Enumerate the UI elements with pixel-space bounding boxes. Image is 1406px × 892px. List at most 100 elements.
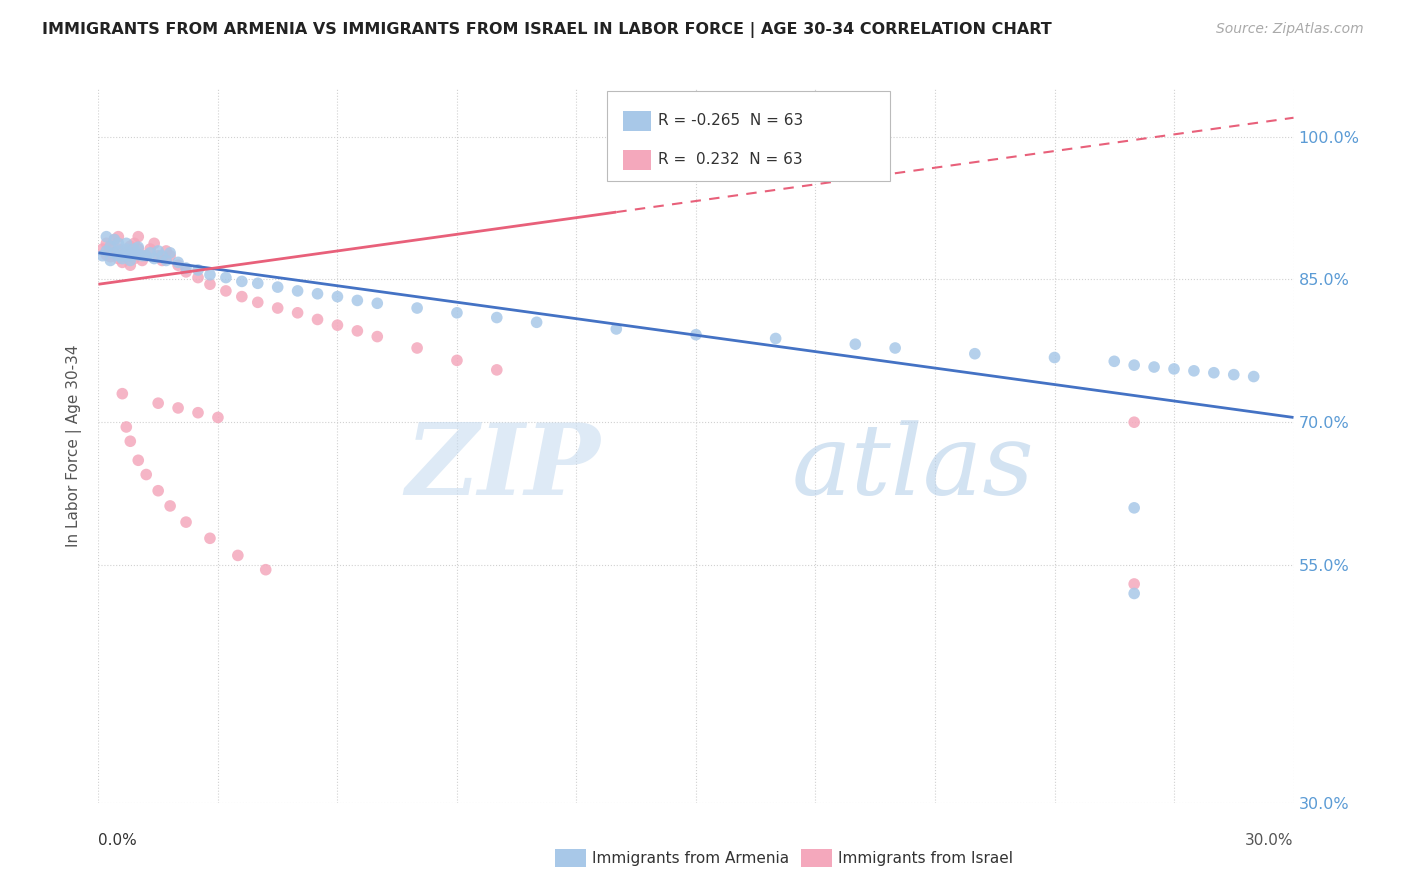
Point <box>198 531 221 545</box>
Point <box>120 253 142 268</box>
Point <box>167 255 190 269</box>
Point <box>107 229 129 244</box>
Point <box>246 295 269 310</box>
Point <box>120 245 142 260</box>
Point <box>287 306 309 320</box>
Point <box>96 229 118 244</box>
Point <box>143 236 166 251</box>
Point <box>124 242 146 256</box>
Point <box>127 242 149 256</box>
Y-axis label: In Labor Force | Age 30-34: In Labor Force | Age 30-34 <box>66 344 83 548</box>
Point <box>1243 369 1265 384</box>
Text: 0.0%: 0.0% <box>98 833 138 848</box>
Point <box>215 270 238 285</box>
Point <box>1123 500 1146 515</box>
Point <box>287 284 309 298</box>
Point <box>96 236 118 251</box>
Text: IMMIGRANTS FROM ARMENIA VS IMMIGRANTS FROM ISRAEL IN LABOR FORCE | AGE 30-34 COR: IMMIGRANTS FROM ARMENIA VS IMMIGRANTS FR… <box>42 22 1052 38</box>
Point <box>246 277 269 291</box>
Point <box>111 249 134 263</box>
Point <box>207 410 229 425</box>
Point <box>103 233 125 247</box>
Point <box>139 245 162 260</box>
Text: Immigrants from Israel: Immigrants from Israel <box>838 851 1012 865</box>
Point <box>124 252 146 266</box>
Point <box>187 406 209 420</box>
Point <box>103 245 125 260</box>
Point <box>1223 368 1246 382</box>
Point <box>139 242 162 256</box>
Point <box>159 499 181 513</box>
Point <box>366 329 388 343</box>
Point <box>267 301 290 315</box>
Point <box>174 265 197 279</box>
Point <box>231 274 253 288</box>
Point <box>120 239 142 253</box>
Point <box>346 324 368 338</box>
Point <box>159 245 181 260</box>
Point <box>96 248 118 262</box>
Point <box>198 277 221 292</box>
Point <box>127 229 149 244</box>
Point <box>231 290 253 304</box>
Point <box>167 258 190 272</box>
Point <box>485 363 508 377</box>
Point <box>326 318 349 333</box>
Point <box>115 236 138 251</box>
Text: Source: ZipAtlas.com: Source: ZipAtlas.com <box>1216 22 1364 37</box>
Point <box>148 483 170 498</box>
Point <box>91 249 114 263</box>
Point <box>1123 358 1146 372</box>
Point <box>1123 577 1146 591</box>
Point <box>124 245 146 260</box>
Point <box>127 248 149 262</box>
Point <box>307 312 329 326</box>
Point <box>103 233 125 247</box>
Point <box>127 240 149 254</box>
Point <box>107 244 129 258</box>
Point <box>406 341 429 355</box>
Point <box>107 242 129 256</box>
Point <box>98 239 122 253</box>
Text: 30.0%: 30.0% <box>1246 833 1294 848</box>
Point <box>120 434 142 449</box>
Point <box>1043 351 1066 365</box>
Point <box>1143 359 1166 374</box>
Point <box>605 322 627 336</box>
Point <box>267 280 290 294</box>
Point <box>107 236 129 251</box>
Point <box>446 353 468 368</box>
Point <box>155 244 177 258</box>
Point <box>103 245 125 260</box>
Point <box>107 249 129 263</box>
Point <box>1123 415 1146 429</box>
Point <box>307 286 329 301</box>
Point <box>143 252 166 266</box>
Point <box>115 250 138 264</box>
Point <box>115 242 138 256</box>
Point <box>148 249 170 263</box>
Point <box>1104 354 1126 368</box>
Point <box>1123 586 1146 600</box>
Point <box>765 331 787 345</box>
Point <box>96 244 118 258</box>
Text: R =  0.232  N = 63: R = 0.232 N = 63 <box>658 153 803 168</box>
Point <box>187 263 209 277</box>
Point <box>135 249 157 263</box>
Point <box>446 306 468 320</box>
Point <box>98 253 122 268</box>
Point <box>159 249 181 263</box>
Point <box>148 244 170 258</box>
Point <box>111 255 134 269</box>
Point <box>135 249 157 263</box>
Point <box>198 268 221 282</box>
Point <box>526 315 548 329</box>
Point <box>1163 362 1185 376</box>
Point <box>167 401 190 415</box>
Point <box>120 249 142 263</box>
Point <box>884 341 907 355</box>
Point <box>215 284 238 298</box>
Point <box>366 296 388 310</box>
Point <box>155 253 177 268</box>
Point <box>115 245 138 260</box>
